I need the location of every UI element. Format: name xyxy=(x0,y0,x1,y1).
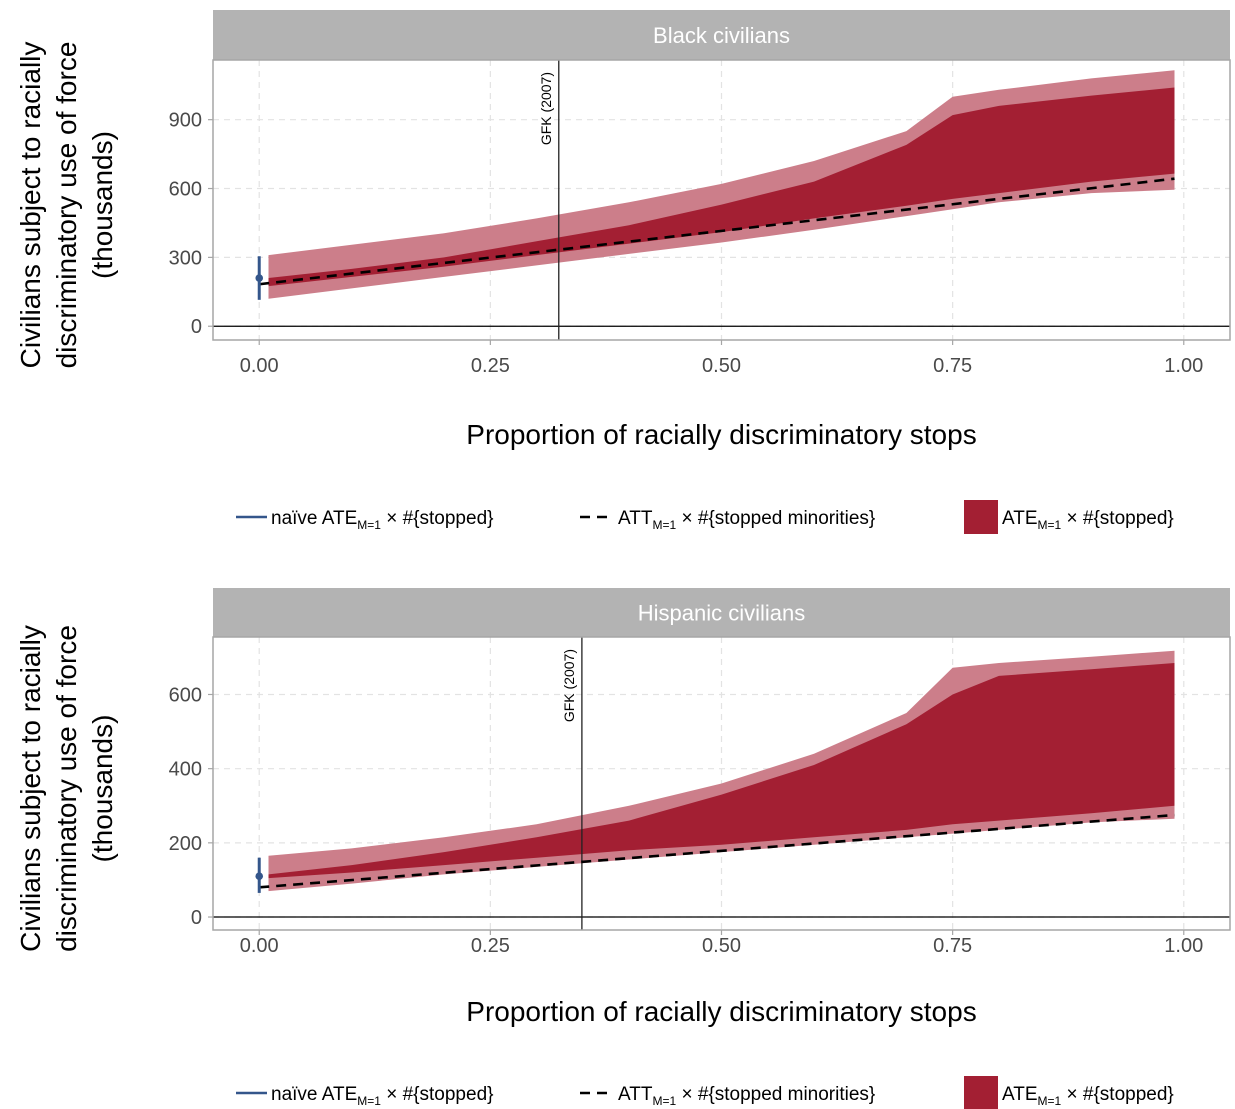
x-tick-label: 0.00 xyxy=(240,355,279,377)
y-axis-title: Civilians subject to racially discriminat… xyxy=(15,625,118,952)
x-tick-label: 0.25 xyxy=(471,935,510,957)
x-tick-label: 0.00 xyxy=(240,935,279,957)
legend-ate-key xyxy=(964,1076,998,1109)
y-axis-title-line: discriminatory use of force xyxy=(51,42,82,369)
x-axis-title: Proportion of racially discriminatory st… xyxy=(466,419,976,450)
legend-ate-label: ATEM=1 × #{stopped} xyxy=(1002,508,1174,532)
y-axis-title-line: discriminatory use of force xyxy=(51,625,82,952)
x-axis-title: Proportion of racially discriminatory st… xyxy=(466,996,976,1027)
y-axis-title-line: Civilians subject to racially xyxy=(15,42,46,369)
ate-inner-band xyxy=(268,663,1175,879)
y-axis-title-line: (thousands) xyxy=(87,715,118,863)
x-tick-label: 0.50 xyxy=(702,935,741,957)
y-tick-label: 600 xyxy=(169,684,202,706)
legend: naïve ATEM=1 × #{stopped} ATTM=1 × #{stop… xyxy=(236,1076,1174,1109)
legend-naive-label: naïve ATEM=1 × #{stopped} xyxy=(271,1084,493,1108)
ate-inner-band xyxy=(268,87,1175,287)
x-tick-label: 0.75 xyxy=(933,935,972,957)
legend-ate-key xyxy=(964,500,998,534)
y-axis-title: Civilians subject to racially discriminat… xyxy=(15,42,118,369)
x-tick-label: 0.75 xyxy=(933,355,972,377)
panel-hispanic-civilians: Hispanic civilians GFK (2007) 0.00 0.25 0.50… xyxy=(15,588,1231,1109)
y-tick-label: 0 xyxy=(191,907,202,929)
y-tick-label: 900 xyxy=(169,110,202,132)
legend: naïve ATEM=1 × #{stopped} ATTM=1 × #{stop… xyxy=(236,500,1174,534)
legend-naive-label: naïve ATEM=1 × #{stopped} xyxy=(271,508,493,532)
naive-point xyxy=(255,274,264,282)
reference-line-label: GFK (2007) xyxy=(561,649,577,722)
x-tick-label: 0.50 xyxy=(702,355,741,377)
facet-strip-label: Black civilians xyxy=(653,23,790,48)
att-line xyxy=(259,813,1175,889)
y-tick-label: 400 xyxy=(169,759,202,781)
reference-line-label: GFK (2007) xyxy=(538,72,554,145)
y-tick-label: 600 xyxy=(169,179,202,201)
att-line xyxy=(259,177,1175,286)
naive-point xyxy=(255,872,264,881)
panel-black-civilians: Black civilians GFK (2007) 0.00 0.25 0.50 0.7… xyxy=(15,10,1231,534)
facet-strip xyxy=(213,588,1230,637)
y-axis-title-line: Civilians subject to racially xyxy=(15,625,46,952)
x-tick-label: 1.00 xyxy=(1164,355,1203,377)
x-tick-label: 0.25 xyxy=(471,355,510,377)
y-tick-label: 300 xyxy=(169,247,202,269)
x-tick-label: 1.00 xyxy=(1164,935,1203,957)
facet-strip-label: Hispanic civilians xyxy=(638,601,806,626)
y-axis-title-line: (thousands) xyxy=(87,131,118,279)
legend-att-label: ATTM=1 × #{stopped minorities} xyxy=(618,1084,875,1108)
y-tick-label: 200 xyxy=(169,833,202,855)
legend-att-label: ATTM=1 × #{stopped minorities} xyxy=(618,508,875,532)
legend-ate-label: ATEM=1 × #{stopped} xyxy=(1002,1084,1174,1108)
facet-strip xyxy=(213,10,1230,60)
y-tick-label: 0 xyxy=(191,316,202,338)
